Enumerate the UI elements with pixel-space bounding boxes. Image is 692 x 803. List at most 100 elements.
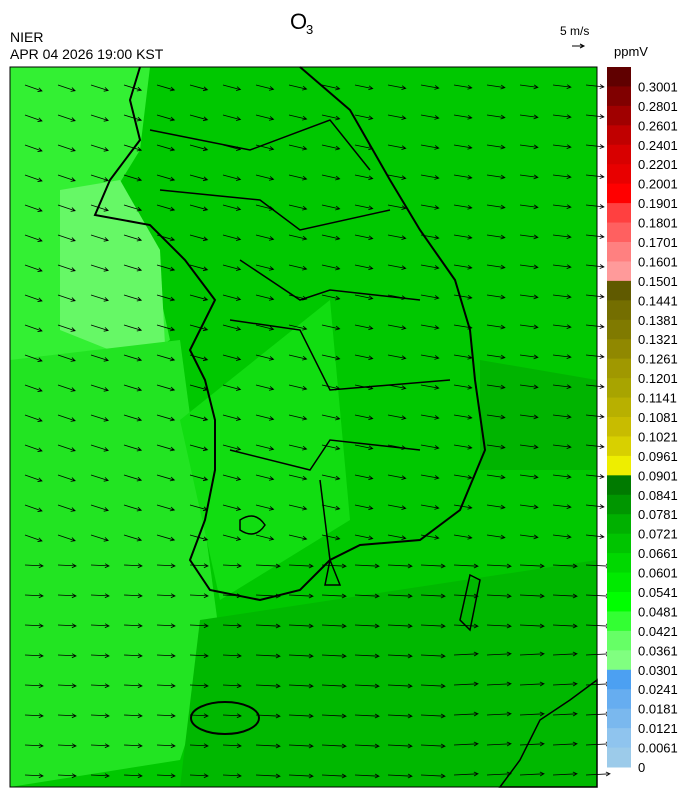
colorbar-segment bbox=[607, 417, 631, 437]
wind-arrow bbox=[354, 264, 374, 271]
wind-arrow bbox=[354, 384, 374, 391]
wind-arrow bbox=[354, 114, 374, 121]
wind-arrow bbox=[57, 174, 76, 182]
wind-arrow bbox=[189, 204, 209, 212]
wind-arrow bbox=[585, 144, 605, 149]
wind-arrow bbox=[387, 324, 407, 330]
wind-arrow bbox=[585, 174, 605, 179]
wind-arrow bbox=[354, 174, 374, 181]
wind-arrow bbox=[387, 264, 407, 270]
wind-arrow bbox=[189, 683, 209, 689]
wind-arrow bbox=[354, 504, 374, 511]
wind-arrow bbox=[420, 534, 440, 540]
wind-arrow bbox=[387, 354, 407, 360]
wind-arrow bbox=[90, 234, 109, 242]
wind-arrow bbox=[57, 114, 76, 122]
wind-arrow bbox=[123, 504, 143, 512]
wind-arrow bbox=[189, 474, 209, 482]
colorbar-label: 0.0841 bbox=[638, 488, 678, 503]
wind-arrow bbox=[552, 384, 572, 390]
wind-arrow bbox=[453, 264, 473, 270]
wind-arrow bbox=[288, 414, 308, 421]
wind-arrow bbox=[255, 114, 275, 121]
wind-arrow bbox=[552, 204, 572, 210]
wind-arrow bbox=[123, 474, 143, 482]
wind-arrow bbox=[24, 593, 44, 599]
wind-arrow bbox=[123, 444, 143, 452]
wind-arrow bbox=[486, 651, 512, 657]
wind-arrow bbox=[585, 414, 605, 419]
wind-arrow bbox=[420, 294, 440, 300]
wind-arrow bbox=[222, 144, 242, 151]
wind-arrow bbox=[552, 534, 572, 540]
wind-arrow bbox=[189, 773, 209, 779]
colorbar-segment bbox=[607, 747, 631, 768]
colorbar-segment bbox=[607, 455, 631, 476]
wind-arrow bbox=[24, 743, 44, 749]
wind-arrow bbox=[90, 174, 109, 182]
wind-arrow bbox=[585, 771, 611, 777]
wind-arrow bbox=[288, 324, 308, 331]
wind-arrow bbox=[420, 84, 440, 90]
wind-arrow bbox=[222, 294, 242, 301]
wind-arrow bbox=[255, 563, 281, 569]
wind-arrow bbox=[156, 234, 176, 242]
colorbar: 0.3001 0.2801 0.2601 0.2401 0.2201 0.2001 0.19… bbox=[607, 67, 678, 775]
colorbar-segment bbox=[607, 183, 631, 204]
wind-arrow bbox=[552, 234, 572, 240]
concentration-area bbox=[180, 560, 597, 787]
colorbar-segment bbox=[607, 280, 631, 301]
wind-arrow bbox=[453, 144, 473, 150]
colorbar-label: 0.0721 bbox=[638, 527, 678, 542]
wind-arrow bbox=[288, 563, 314, 569]
wind-arrow bbox=[486, 474, 506, 480]
colorbar-label: 0.0301 bbox=[638, 663, 678, 678]
wind-arrow bbox=[222, 264, 242, 271]
colorbar-label: 0.1701 bbox=[638, 235, 678, 250]
wind-arrow bbox=[519, 234, 539, 240]
wind-arrow bbox=[57, 563, 77, 569]
wind-arrow bbox=[255, 713, 281, 719]
wind-arrow bbox=[486, 563, 512, 569]
island bbox=[239, 515, 481, 632]
wind-arrow bbox=[387, 623, 413, 629]
wind-arrow bbox=[123, 114, 143, 122]
wind-arrow bbox=[420, 174, 440, 180]
wind-arrow bbox=[156, 324, 176, 332]
wind-arrow bbox=[57, 683, 77, 689]
wind-arrow bbox=[255, 414, 275, 421]
wind-arrow bbox=[57, 204, 76, 212]
wind-arrow bbox=[585, 474, 605, 479]
colorbar-segment bbox=[607, 105, 631, 126]
wind-arrow bbox=[222, 384, 242, 391]
wind-arrow bbox=[90, 563, 110, 569]
colorbar-unit: ppmV bbox=[614, 44, 648, 59]
wind-arrow bbox=[24, 174, 43, 182]
wind-arrow bbox=[321, 504, 341, 511]
colorbar-segment bbox=[607, 378, 631, 399]
wind-arrow bbox=[156, 534, 176, 542]
wind-arrow bbox=[123, 563, 143, 569]
colorbar-label: 0.0661 bbox=[638, 546, 678, 561]
wind-arrow bbox=[222, 324, 242, 331]
wind-arrow bbox=[453, 563, 479, 569]
colorbar-label: 0.0961 bbox=[638, 449, 678, 464]
wind-arrow bbox=[585, 294, 605, 299]
wind-arrow bbox=[519, 681, 545, 687]
wind-arrow bbox=[486, 264, 506, 270]
wind-arrow bbox=[519, 474, 539, 480]
wind-arrow bbox=[123, 324, 143, 332]
wind-arrow bbox=[420, 114, 440, 120]
wind-arrow bbox=[354, 144, 374, 151]
wind-arrow bbox=[255, 683, 281, 689]
wind-arrow bbox=[552, 354, 572, 360]
wind-arrow bbox=[90, 653, 110, 659]
wind-arrow bbox=[519, 534, 539, 540]
wind-arrow bbox=[420, 204, 440, 210]
wind-arrow bbox=[354, 713, 380, 719]
wind-arrow bbox=[90, 144, 109, 152]
colorbar-segment bbox=[607, 358, 631, 379]
colorbar-label: 0.2401 bbox=[638, 138, 678, 153]
wind-arrow bbox=[453, 84, 473, 90]
colorbar-segment bbox=[607, 611, 631, 632]
